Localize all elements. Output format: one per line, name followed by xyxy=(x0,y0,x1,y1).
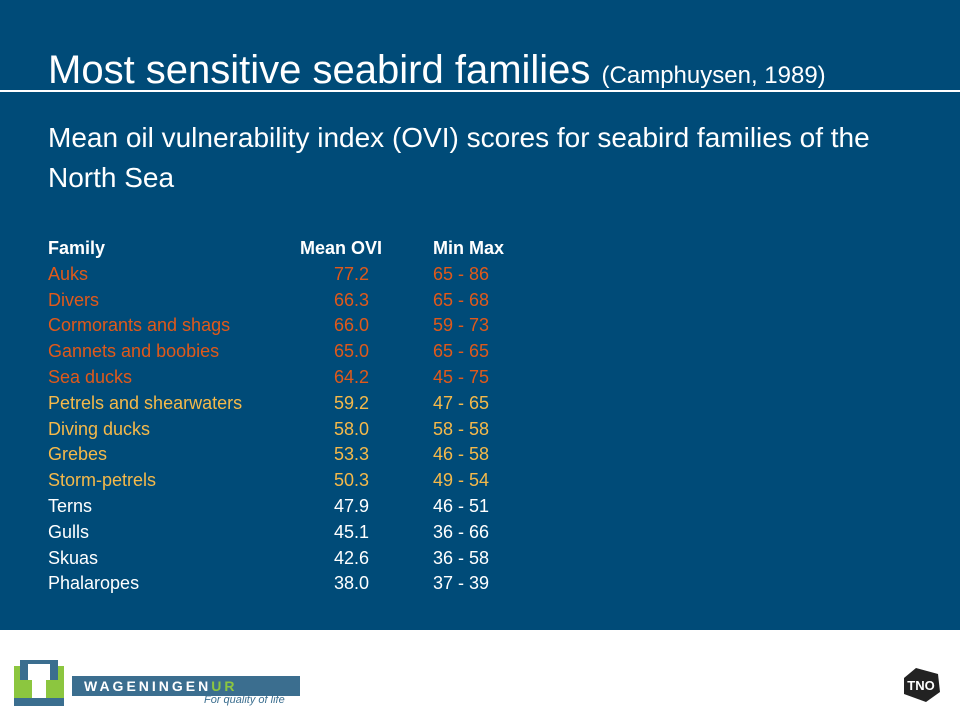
min-max-cell: 36 - 58 xyxy=(433,547,490,568)
brand-tagline: For quality of life xyxy=(204,694,285,706)
mean-ovi-cell: 64.2 xyxy=(334,366,370,387)
family-cell: Skuas xyxy=(48,547,99,568)
title-divider xyxy=(0,90,960,92)
min-max-cell: 58 - 58 xyxy=(433,418,490,439)
min-max-cell: 47 - 65 xyxy=(433,392,490,413)
table-row: Sea ducks 64.2 45 - 75 xyxy=(48,365,543,391)
min-max-cell: 37 - 39 xyxy=(433,573,490,594)
mean-ovi-cell: 42.6 xyxy=(334,547,370,568)
table-row: Grebes 53.3 46 - 58 xyxy=(48,442,543,468)
family-cell: Storm-petrels xyxy=(48,470,157,491)
table-row: Diving ducks 58.0 58 - 58 xyxy=(48,417,543,443)
mean-ovi-cell: 47.9 xyxy=(334,495,370,516)
header-mean-ovi: Mean OVI xyxy=(300,238,383,258)
family-cell: Gulls xyxy=(48,521,90,542)
slide-subtitle: Mean oil vulnerability index (OVI) score… xyxy=(48,122,870,193)
mean-ovi-cell: 77.2 xyxy=(334,263,370,284)
family-cell: Sea ducks xyxy=(48,366,133,387)
family-cell: Cormorants and shags xyxy=(48,315,231,336)
wageningen-logo-icon xyxy=(14,660,64,706)
table-row: Gannets and boobies 65.0 65 - 65 xyxy=(48,339,543,365)
family-cell: Grebes xyxy=(48,444,108,465)
header-min-max: Min Max xyxy=(433,238,505,258)
family-cell: Divers xyxy=(48,289,100,310)
table-row: Petrels and shearwaters 59.2 47 - 65 xyxy=(48,391,543,417)
mean-ovi-cell: 45.1 xyxy=(334,521,370,542)
tno-logo-icon: TNO xyxy=(904,668,940,702)
title-text: Most sensitive seabird families xyxy=(48,48,591,92)
mean-ovi-cell: 65.0 xyxy=(334,341,370,362)
min-max-cell: 65 - 86 xyxy=(433,263,490,284)
min-max-cell: 46 - 58 xyxy=(433,444,490,465)
mean-ovi-cell: 66.3 xyxy=(334,289,370,310)
table-body: Auks 77.2 65 - 86 Divers 66.3 65 - 68 Cormoran… xyxy=(48,262,543,597)
table-header-row: Family Mean OVI Min Max xyxy=(48,236,543,262)
header-family: Family xyxy=(48,238,106,258)
mean-ovi-cell: 66.0 xyxy=(334,315,370,336)
slide-title: Most sensitive seabird families (Camphuy… xyxy=(48,46,826,100)
wageningen-ur-wordmark: WAGENINGENUR xyxy=(72,676,300,696)
table-row: Auks 77.2 65 - 86 xyxy=(48,262,543,288)
min-max-cell: 59 - 73 xyxy=(433,315,490,336)
ovi-table: Family Mean OVI Min Max Auks 77.2 65 - 86 D… xyxy=(48,236,543,597)
mean-ovi-cell: 59.2 xyxy=(334,392,370,413)
footer xyxy=(0,630,960,720)
family-cell: Terns xyxy=(48,495,93,516)
mean-ovi-cell: 58.0 xyxy=(334,418,370,439)
family-cell: Auks xyxy=(48,263,89,284)
table-row: Cormorants and shags 66.0 59 - 73 xyxy=(48,313,543,339)
mean-ovi-cell: 53.3 xyxy=(334,444,370,465)
table-row: Gulls 45.1 36 - 66 xyxy=(48,520,543,546)
table-row: Storm-petrels 50.3 49 - 54 xyxy=(48,468,543,494)
min-max-cell: 36 - 66 xyxy=(433,521,490,542)
table-row: Divers 66.3 65 - 68 xyxy=(48,288,543,314)
brand-main: WAGENINGEN xyxy=(84,678,212,694)
min-max-cell: 49 - 54 xyxy=(433,470,490,491)
family-cell: Gannets and boobies xyxy=(48,341,220,362)
title-citation: (Camphuysen, 1989) xyxy=(601,62,826,89)
mean-ovi-cell: 38.0 xyxy=(334,573,370,594)
slide-background: Most sensitive seabird families (Camphuy… xyxy=(0,0,960,630)
family-cell: Phalaropes xyxy=(48,573,140,594)
family-cell: Diving ducks xyxy=(48,418,151,439)
table-row: Terns 47.9 46 - 51 xyxy=(48,494,543,520)
min-max-cell: 65 - 68 xyxy=(433,289,490,310)
svg-text:TNO: TNO xyxy=(907,678,934,693)
min-max-cell: 45 - 75 xyxy=(433,366,490,387)
table-row: Skuas 42.6 36 - 58 xyxy=(48,546,543,572)
family-cell: Petrels and shearwaters xyxy=(48,392,243,413)
min-max-cell: 46 - 51 xyxy=(433,495,490,516)
brand-suffix: UR xyxy=(211,678,238,694)
min-max-cell: 65 - 65 xyxy=(433,341,490,362)
table-row: Phalaropes 38.0 37 - 39 xyxy=(48,571,543,597)
mean-ovi-cell: 50.3 xyxy=(334,470,370,491)
